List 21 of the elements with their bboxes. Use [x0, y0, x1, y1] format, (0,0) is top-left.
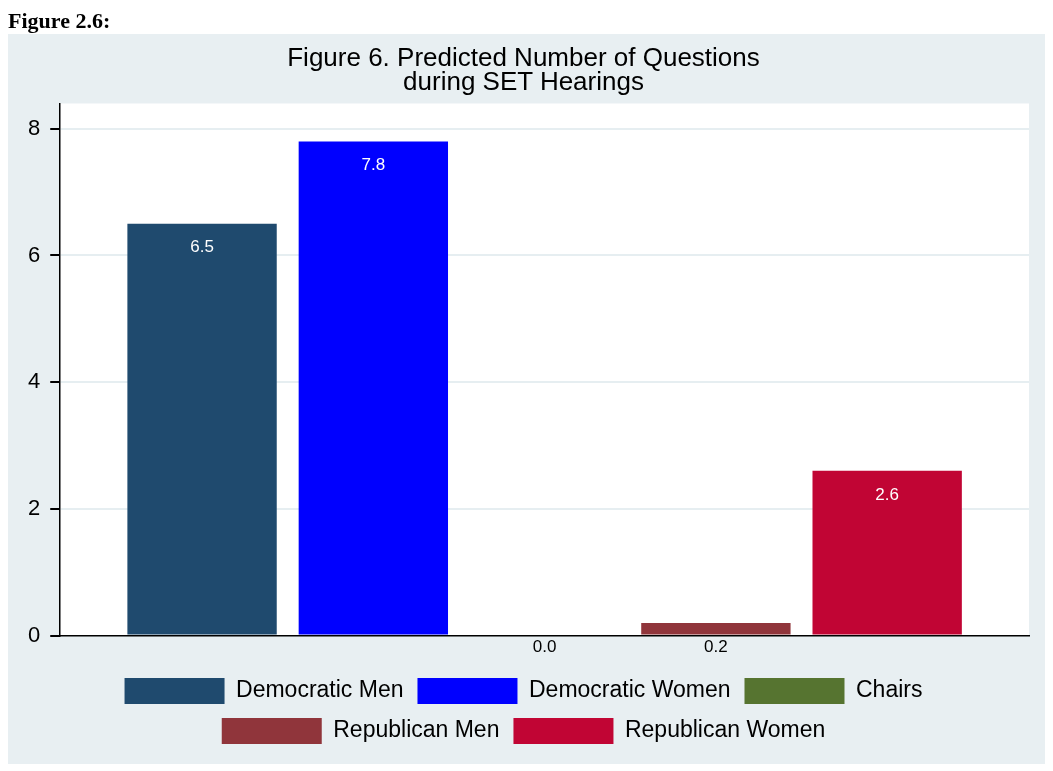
caption: Figure 2.6: — [8, 8, 112, 34]
data-label: 0.0 — [532, 637, 557, 657]
legend-label: Democratic Women — [528, 676, 731, 703]
bar — [641, 622, 791, 635]
data-label: 0.2 — [704, 637, 728, 657]
y-tick-label: 8 — [27, 114, 41, 140]
chart-title: Figure 6. Predicted Number of Questions during SET Hearings — [287, 41, 760, 97]
bar — [127, 223, 277, 635]
y-tick-label: 6 — [27, 241, 41, 267]
bar — [812, 470, 962, 635]
data-label: 2.6 — [875, 484, 899, 504]
data-label: 7.8 — [361, 155, 386, 175]
bar — [298, 141, 449, 635]
data-label: 6.5 — [190, 237, 214, 257]
legend-label: Republican Men — [333, 716, 500, 743]
y-tick-label: 0 — [27, 621, 41, 647]
legend-label: Democratic Men — [236, 676, 404, 703]
legend-label: Chairs — [856, 676, 923, 703]
y-tick-label: 4 — [27, 368, 41, 394]
y-tick-label: 2 — [27, 494, 41, 520]
legend-label: Republican Women — [624, 716, 826, 743]
